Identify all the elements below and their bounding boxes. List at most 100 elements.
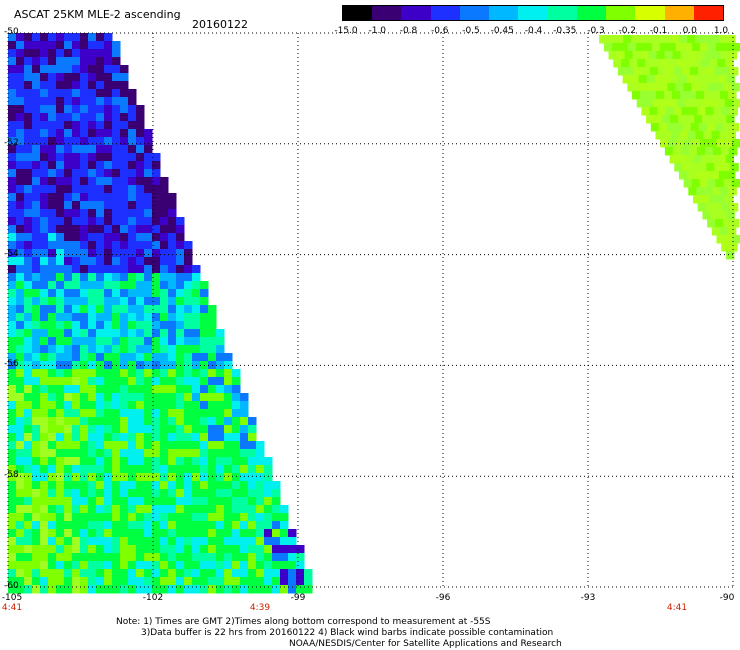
swath-cell xyxy=(675,83,684,92)
swath-cell xyxy=(16,193,25,202)
swath-cell xyxy=(136,489,145,498)
swath-cell xyxy=(663,35,672,44)
swath-cell xyxy=(8,177,17,186)
swath-cell xyxy=(216,449,225,458)
swath-cell xyxy=(80,153,89,162)
swath-cell xyxy=(32,353,41,362)
swath-cell xyxy=(48,481,57,490)
swath-cell xyxy=(264,585,273,594)
swath-cell xyxy=(80,257,89,266)
swath-cell xyxy=(128,401,137,410)
swath-cell xyxy=(48,281,57,290)
swath-cell xyxy=(160,449,169,458)
swath-cell xyxy=(64,569,73,578)
swath-cell xyxy=(120,129,129,138)
swath-cell xyxy=(184,305,193,314)
swath-cell xyxy=(136,569,145,578)
swath-cell xyxy=(72,465,81,474)
swath-cell xyxy=(152,169,161,178)
swath-cell xyxy=(168,337,177,346)
swath-cell xyxy=(88,257,97,266)
swath-cell xyxy=(144,577,153,586)
swath-cell xyxy=(718,75,728,84)
swath-cell xyxy=(160,489,169,498)
swath-cell xyxy=(16,449,25,458)
swath-cell xyxy=(72,537,81,546)
swath-cell xyxy=(200,321,209,330)
swath-cell xyxy=(690,123,700,132)
swath-cell xyxy=(136,105,145,114)
swath-cell xyxy=(224,385,233,394)
swath-cell xyxy=(56,241,65,250)
swath-cell xyxy=(16,505,25,514)
swath-cell xyxy=(208,385,217,394)
swath-cell xyxy=(32,385,41,394)
swath-cell xyxy=(104,369,113,378)
swath-cell xyxy=(104,297,113,306)
swath-cell xyxy=(112,129,121,138)
swath-cell xyxy=(56,321,65,330)
swath-cell xyxy=(96,97,105,106)
swath-cell xyxy=(272,529,281,538)
swath-cell xyxy=(64,137,73,146)
swath-cell xyxy=(80,337,89,346)
swath-cell xyxy=(24,257,33,266)
swath-cell xyxy=(208,329,217,338)
swath-cell xyxy=(640,51,650,60)
swath-cell xyxy=(64,177,73,186)
colorbar-segment xyxy=(606,6,636,20)
swath-cell xyxy=(672,147,682,156)
swath-cell xyxy=(96,217,105,226)
swath-cell xyxy=(128,97,137,106)
swath-cell xyxy=(176,225,185,234)
swath-cell xyxy=(684,139,693,148)
swath-cell xyxy=(176,345,185,354)
swath-cell xyxy=(96,241,105,250)
swath-cell xyxy=(136,233,145,242)
swath-cell xyxy=(727,227,737,236)
swath-cell xyxy=(120,65,129,74)
swath-cell xyxy=(710,115,719,124)
swath-cell xyxy=(128,193,137,202)
swath-cell xyxy=(120,465,129,474)
swath-cell xyxy=(184,281,193,290)
swath-cell xyxy=(72,521,81,530)
swath-cell xyxy=(168,489,177,498)
swath-cell xyxy=(705,203,715,212)
swath-cell xyxy=(48,489,57,498)
swath-cell xyxy=(168,529,177,538)
swath-cell xyxy=(192,417,201,426)
swath-cell xyxy=(711,131,720,140)
swath-cell xyxy=(64,233,73,242)
swath-cell xyxy=(88,473,97,482)
swath-cell xyxy=(80,185,89,194)
swath-cell xyxy=(48,577,57,586)
swath-cell xyxy=(40,505,49,514)
swath-cell xyxy=(176,553,185,562)
swath-cell xyxy=(719,227,729,236)
swath-cell xyxy=(296,577,305,586)
swath-cell xyxy=(56,329,65,338)
swath-cell xyxy=(144,233,153,242)
swath-cell xyxy=(64,273,73,282)
swath-cell xyxy=(607,35,616,44)
swath-cell xyxy=(24,249,33,258)
swath-cell xyxy=(40,145,49,154)
swath-cell xyxy=(72,153,81,162)
swath-cell xyxy=(24,465,33,474)
swath-cell xyxy=(168,217,177,226)
swath-cell xyxy=(723,219,732,228)
swath-cell xyxy=(240,489,249,498)
swath-cell xyxy=(224,417,233,426)
swath-cell xyxy=(104,65,113,74)
swath-cell xyxy=(715,219,724,228)
swath-cell xyxy=(120,457,129,466)
swath-cell xyxy=(104,377,113,386)
swath-cell xyxy=(168,505,177,514)
swath-cell xyxy=(144,545,153,554)
swath-cell xyxy=(8,313,17,322)
swath-cell xyxy=(216,385,225,394)
swath-cell xyxy=(16,41,25,50)
swath-cell xyxy=(48,273,57,282)
